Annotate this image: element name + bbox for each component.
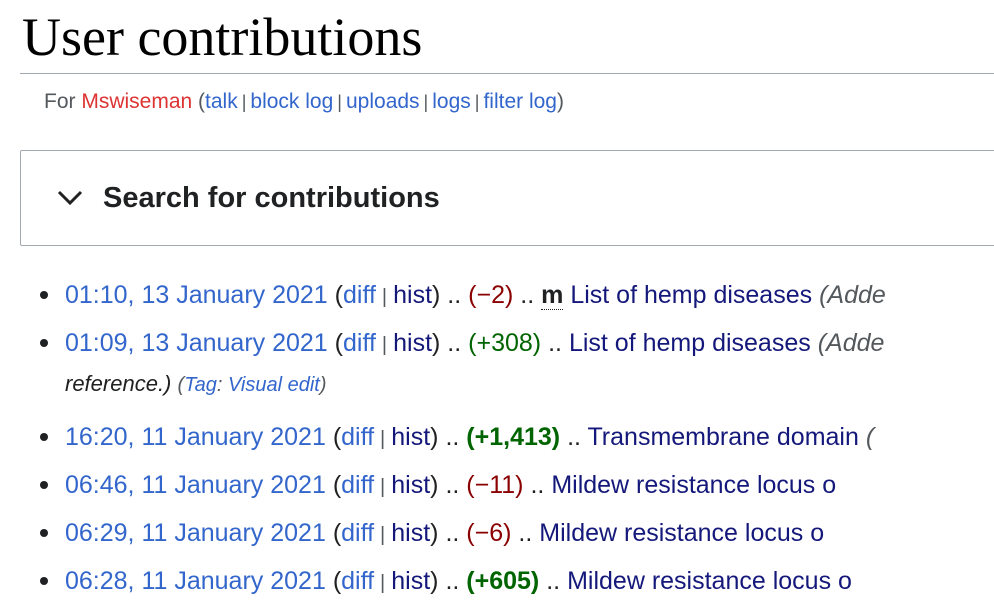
size-diff: (+605): [466, 567, 540, 595]
contribution-row: 06:46, 11 January 2021 (diff | hist) .. (−…: [0, 462, 994, 510]
subtitle-close-paren: ): [556, 90, 564, 113]
contribution-row: 06:28, 11 January 2021 (diff | hist) .. (+…: [0, 558, 994, 606]
logs-link[interactable]: logs: [432, 90, 471, 113]
dots-separator: ..: [518, 519, 533, 547]
open-paren: (: [332, 567, 342, 595]
close-paren: ): [430, 567, 439, 595]
contribution-row: 16:20, 11 January 2021 (diff | hist) .. (+…: [0, 414, 994, 462]
comment-continuation: reference.): [65, 371, 172, 396]
open-paren: (: [334, 329, 343, 357]
search-contributions-toggle[interactable]: Search for contributions: [55, 181, 440, 215]
separator: |: [380, 476, 386, 498]
contribution-continuation: reference.) (Tag: Visual edit): [65, 366, 327, 403]
hist-link[interactable]: hist: [393, 329, 433, 357]
size-diff: (+1,413): [466, 423, 561, 451]
subtitle-open-paren: (: [192, 90, 206, 113]
contributions-subtitle: For Mswiseman (talk | block log | uploads | lo…: [44, 89, 564, 115]
tag-label-link[interactable]: Tag: [184, 374, 217, 396]
talk-link[interactable]: talk: [205, 90, 238, 113]
close-paren: ): [430, 519, 439, 547]
hist-link[interactable]: hist: [391, 567, 431, 595]
close-paren: ): [432, 281, 441, 309]
search-contributions-title: Search for contributions: [103, 182, 440, 214]
tag-close-paren: ): [319, 374, 327, 396]
separator: |: [241, 92, 247, 112]
page-title: User contributions: [22, 7, 423, 67]
dots-separator: ..: [546, 567, 561, 595]
size-diff: (−6): [466, 519, 512, 547]
open-paren: (: [332, 423, 342, 451]
contributions-list: 01:10, 13 January 2021 (diff | hist) .. (−…: [0, 272, 994, 606]
open-paren: (: [334, 281, 343, 309]
dots-separator: ..: [445, 519, 460, 547]
diff-link[interactable]: diff: [343, 329, 376, 357]
tag-info: (Tag: Visual edit): [178, 374, 327, 396]
page-link[interactable]: Mildew resistance locus o: [539, 519, 825, 547]
open-paren: (: [332, 519, 342, 547]
dots-separator: ..: [567, 423, 581, 451]
timestamp-link[interactable]: 06:46, 11 January 2021: [65, 471, 326, 499]
uploads-link[interactable]: uploads: [345, 90, 420, 113]
dots-separator: ..: [445, 567, 460, 595]
hist-link[interactable]: hist: [391, 423, 431, 451]
diff-link[interactable]: diff: [343, 281, 376, 309]
close-paren: ): [430, 471, 439, 499]
page-link[interactable]: List of hemp diseases: [568, 329, 811, 357]
dots-separator: ..: [520, 281, 535, 309]
page-link[interactable]: Mildew resistance locus o: [567, 567, 852, 595]
close-paren: ): [430, 423, 439, 451]
search-contributions-panel: Search for contributions: [20, 150, 994, 246]
diff-link[interactable]: diff: [341, 423, 375, 451]
page-link[interactable]: Mildew resistance locus o: [551, 471, 837, 499]
hist-link[interactable]: hist: [393, 281, 433, 309]
timestamp-link[interactable]: 16:20, 11 January 2021: [65, 423, 326, 451]
dots-separator: ..: [447, 329, 462, 357]
title-divider: [20, 73, 994, 74]
contribution-row: 01:09, 13 January 2021 (diff | hist) .. (+…: [0, 320, 994, 368]
separator: |: [381, 286, 388, 308]
minor-edit-marker: m: [541, 281, 564, 310]
page-link[interactable]: Transmembrane domain: [587, 423, 859, 451]
dots-separator: ..: [445, 423, 460, 451]
edit-summary: (: [865, 423, 875, 451]
tag-value-link[interactable]: Visual edit: [227, 374, 320, 396]
timestamp-link[interactable]: 06:28, 11 January 2021: [65, 567, 326, 595]
contribution-row: 06:29, 11 January 2021 (diff | hist) .. (−…: [0, 510, 994, 558]
size-diff: (+308): [468, 329, 542, 357]
hist-link[interactable]: hist: [391, 471, 431, 499]
contribution-row: 01:10, 13 January 2021 (diff | hist) .. (−…: [0, 272, 994, 320]
size-diff: (−2): [468, 281, 514, 309]
filter-log-link[interactable]: filter log: [483, 90, 557, 113]
diff-link[interactable]: diff: [341, 471, 375, 499]
edit-summary: (Adde: [819, 281, 886, 309]
separator: |: [380, 524, 386, 546]
chevron-down-icon: [55, 183, 85, 213]
separator: |: [381, 334, 388, 356]
block-log-link[interactable]: block log: [250, 90, 334, 113]
separator: |: [423, 92, 429, 112]
page-link[interactable]: List of hemp diseases: [570, 281, 813, 309]
timestamp-link[interactable]: 01:10, 13 January 2021: [65, 281, 328, 309]
separator: |: [380, 572, 386, 594]
timestamp-link[interactable]: 01:09, 13 January 2021: [65, 329, 328, 357]
dots-separator: ..: [447, 281, 462, 309]
hist-link[interactable]: hist: [391, 519, 431, 547]
timestamp-link[interactable]: 06:29, 11 January 2021: [65, 519, 326, 547]
user-link[interactable]: Mswiseman: [81, 90, 193, 113]
tag-colon: :: [216, 374, 228, 396]
subtitle-prefix: For: [44, 90, 82, 113]
edit-summary: (Adde: [817, 329, 885, 357]
dots-separator: ..: [530, 471, 545, 499]
separator: |: [474, 92, 480, 112]
separator: |: [380, 428, 386, 450]
diff-link[interactable]: diff: [341, 567, 375, 595]
dots-separator: ..: [445, 471, 460, 499]
dots-separator: ..: [548, 329, 562, 357]
diff-link[interactable]: diff: [341, 519, 375, 547]
open-paren: (: [332, 471, 342, 499]
separator: |: [337, 92, 342, 112]
close-paren: ): [432, 329, 441, 357]
tag-open-paren: (: [177, 374, 185, 396]
size-diff: (−11): [466, 471, 524, 499]
